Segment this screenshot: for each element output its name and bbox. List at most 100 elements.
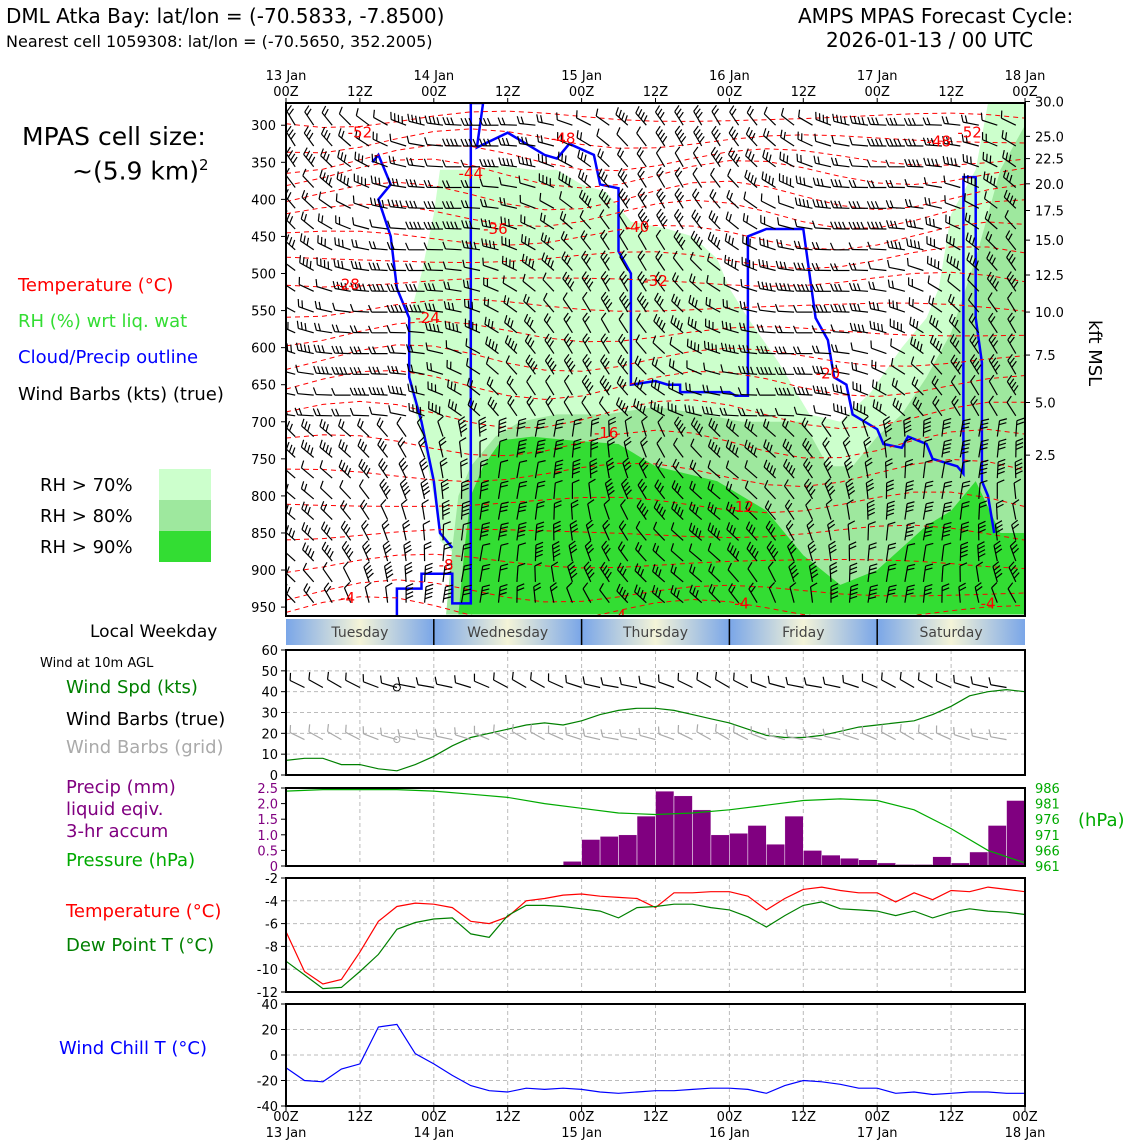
barb-staff [390, 412, 407, 417]
barb-staff [600, 297, 610, 313]
barb-flag [673, 317, 677, 326]
barb-flag [307, 423, 311, 432]
wind-barb [670, 584, 684, 604]
barb-staff [654, 278, 666, 292]
barb-flag [384, 565, 392, 571]
barb-flag [603, 498, 611, 505]
wind-barb [368, 366, 388, 375]
date-label-top: 13 Jan [266, 69, 307, 84]
barb-staff [301, 425, 315, 438]
barb-flag [431, 221, 436, 230]
isotherm-label: -4 [981, 594, 996, 612]
barb-staff [479, 545, 484, 562]
barb-staff [851, 165, 869, 168]
barb-flag [503, 197, 506, 206]
barb-flag [349, 325, 354, 333]
barb-flag [535, 553, 543, 558]
wind-barb [334, 237, 351, 251]
isotherm-label: -48 [551, 130, 576, 148]
barb-flag [506, 375, 512, 383]
barb-staff [600, 256, 610, 271]
wind-barb [312, 387, 333, 396]
barb-flag [406, 135, 410, 144]
barb-flag [299, 255, 302, 263]
barb-flag [507, 337, 512, 346]
barb-flag [390, 242, 395, 250]
barb-flag [343, 523, 349, 531]
barb-flag [479, 428, 487, 434]
barb-flag [427, 180, 432, 188]
wind-barb [567, 561, 578, 583]
wind-barb [542, 272, 555, 292]
barb-staff [460, 566, 465, 583]
wind-barb [423, 262, 444, 272]
barb-flag [555, 480, 563, 484]
wind-barb [544, 333, 555, 354]
wind-barb [371, 153, 388, 168]
barb-flag [600, 171, 606, 179]
barb-flag [449, 201, 455, 209]
barb-flag [516, 587, 525, 592]
wind-barb [655, 229, 666, 251]
wind-barb [656, 437, 666, 458]
barb-staff [484, 304, 499, 313]
wind-barb [368, 283, 388, 292]
barb-flag [676, 506, 681, 515]
barb-staff [398, 463, 407, 479]
legend-temperature-surface: Temperature (°C) [66, 901, 222, 922]
barb-flag [653, 500, 659, 508]
barb-flag [657, 590, 662, 598]
wind-barb [641, 415, 648, 437]
barb-flag [379, 440, 385, 449]
barb-staff [533, 586, 536, 603]
barb-flag [443, 301, 447, 309]
barb-flag [680, 239, 686, 247]
barb-flag [538, 439, 546, 443]
barb-flag [655, 125, 661, 133]
barb-flag [641, 506, 647, 514]
barb-staff [526, 401, 536, 417]
barb-flag [674, 461, 680, 470]
barb-flag [580, 230, 586, 238]
barb-flag [545, 395, 551, 403]
barb-flag [529, 319, 534, 328]
barb-flag [673, 437, 678, 445]
barb-flag [595, 108, 599, 117]
wind-barb [497, 542, 509, 562]
wind-barb [671, 480, 684, 500]
barb-flag [378, 177, 381, 186]
wind-barb [534, 501, 545, 520]
barb-flag [415, 115, 418, 124]
barb-flag [676, 108, 682, 116]
isotherm [286, 144, 1025, 174]
barb-flag [555, 463, 563, 467]
wind-barb [319, 169, 333, 188]
wind-barb [294, 407, 314, 417]
barb-flag [481, 588, 490, 592]
wind-barb [463, 298, 481, 313]
barb-flag [324, 238, 326, 247]
barb-flag [468, 320, 470, 328]
barb-staff [582, 588, 592, 603]
barb-flag [299, 233, 303, 241]
barb-flag [349, 303, 354, 312]
barb-staff [524, 320, 536, 334]
barb-flag [673, 229, 679, 238]
barb-flag [588, 478, 596, 484]
barb-flag [656, 208, 662, 216]
barb-flag [381, 482, 387, 489]
barb-flag [510, 340, 515, 349]
barb-flag [483, 277, 485, 286]
barb-flag [442, 221, 447, 229]
barb-staff [516, 441, 520, 458]
barb-flag [409, 304, 414, 312]
barb-flag [635, 334, 640, 342]
wind-barb [667, 402, 684, 417]
barb-flag [308, 153, 313, 161]
barb-flag [443, 546, 452, 550]
wind-barb [353, 173, 370, 189]
barb-flag [423, 262, 428, 271]
barb-flag [639, 212, 646, 219]
barb-flag [620, 336, 626, 345]
legend-wind-speed: Wind Spd (kts) [66, 677, 198, 698]
